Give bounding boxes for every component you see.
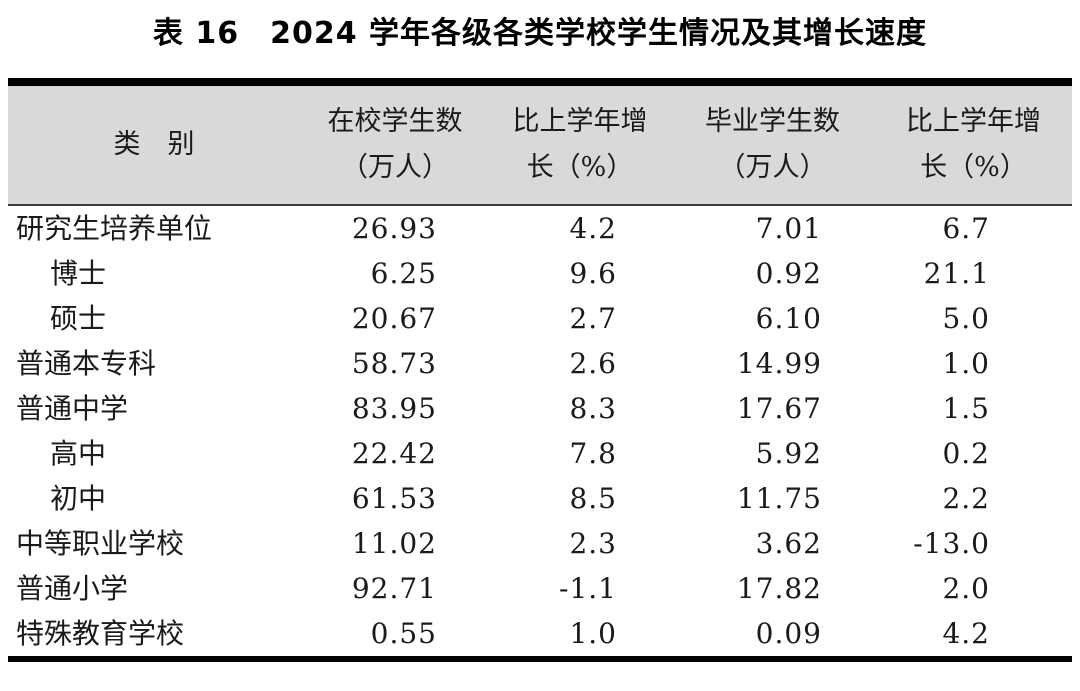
table-row: 普通小学 92.71 -1.1 17.82 2.0	[8, 566, 1072, 611]
col-header-graduated-line2: （万人）	[718, 152, 827, 183]
enrolled-cell: 22.42	[351, 437, 437, 470]
graduated-growth-cell: -13.0	[913, 527, 990, 560]
row-label-cell: 硕士	[50, 302, 107, 335]
enrolled-cell: 92.71	[351, 572, 437, 605]
table-row: 普通中学 83.95 8.3 17.67 1.5	[8, 386, 1072, 431]
enrolled-growth-cell: 7.8	[569, 437, 617, 470]
col-header-category-label: 类 别	[113, 129, 195, 160]
col-header-graduated: 毕业学生数 （万人）	[670, 82, 875, 206]
enrolled-cell: 61.53	[351, 482, 437, 515]
row-label-cell: 博士	[50, 257, 107, 290]
graduated-growth-cell: 6.7	[942, 212, 990, 245]
enrolled-growth-cell: 2.3	[569, 527, 617, 560]
row-label-cell: 初中	[50, 482, 107, 515]
table-row: 初中 61.53 8.5 11.75 2.2	[8, 476, 1072, 521]
graduated-cell: 14.99	[736, 347, 822, 380]
enrolled-cell: 83.95	[351, 392, 437, 425]
table-header: 类 别 在校学生数 （万人） 比上学年增 长（%） 毕业学生数 （万人） 比上学…	[8, 82, 1072, 206]
table-row: 特殊教育学校 0.55 1.0 0.09 4.2	[8, 611, 1072, 659]
table-title: 表 16 2024 学年各级各类学校学生情况及其增长速度	[152, 16, 928, 51]
enrolled-cell: 58.73	[351, 347, 437, 380]
graduated-growth-cell: 21.1	[923, 257, 990, 290]
graduated-cell: 7.01	[755, 212, 822, 245]
col-header-enrolled-growth-line2: 长（%）	[526, 152, 634, 183]
enrolled-cell: 20.67	[351, 302, 437, 335]
graduated-cell: 6.10	[755, 302, 822, 335]
graduated-cell: 11.75	[736, 482, 822, 515]
enrolled-growth-cell: 9.6	[569, 257, 617, 290]
graduated-growth-cell: 1.5	[942, 392, 990, 425]
graduated-growth-cell: 5.0	[942, 302, 990, 335]
table-row: 高中 22.42 7.8 5.92 0.2	[8, 431, 1072, 476]
graduated-cell: 17.67	[736, 392, 822, 425]
col-header-category: 类 别	[8, 82, 300, 206]
col-header-enrolled-growth-line1: 比上学年增	[512, 106, 648, 137]
enrolled-cell: 11.02	[351, 527, 437, 560]
enrolled-cell: 26.93	[351, 212, 437, 245]
col-header-graduated-growth-line2: 长（%）	[920, 152, 1027, 183]
enrolled-growth-cell: 4.2	[569, 212, 617, 245]
graduated-growth-cell: 4.2	[942, 617, 990, 650]
table-body: 研究生培养单位 26.93 4.2 7.01 6.7 博士 6.25 9.6 0…	[8, 205, 1072, 659]
enrolled-growth-cell: 2.6	[569, 347, 617, 380]
col-header-enrolled-line1: 在校学生数	[327, 106, 463, 137]
enrolled-growth-cell: 2.7	[569, 302, 617, 335]
graduated-growth-cell: 1.0	[942, 347, 990, 380]
row-label-cell: 普通小学	[16, 572, 129, 605]
graduated-growth-cell: 2.2	[942, 482, 990, 515]
row-label-cell: 特殊教育学校	[16, 617, 185, 650]
enrolled-growth-cell: 8.3	[569, 392, 617, 425]
row-label-cell: 普通中学	[16, 392, 129, 425]
col-header-enrolled: 在校学生数 （万人）	[300, 82, 490, 206]
graduated-cell: 0.09	[755, 617, 822, 650]
students-statistics-table: 类 别 在校学生数 （万人） 比上学年增 长（%） 毕业学生数 （万人） 比上学…	[8, 78, 1072, 662]
col-header-enrolled-line2: （万人）	[341, 152, 449, 183]
table-row: 硕士 20.67 2.7 6.10 5.0	[8, 296, 1072, 341]
enrolled-growth-cell: -1.1	[559, 572, 617, 605]
row-label-cell: 高中	[50, 437, 107, 470]
table-row: 普通本专科 58.73 2.6 14.99 1.0	[8, 341, 1072, 386]
col-header-enrolled-growth: 比上学年增 长（%）	[490, 82, 670, 206]
table-row: 博士 6.25 9.6 0.92 21.1	[8, 251, 1072, 296]
table-row: 研究生培养单位 26.93 4.2 7.01 6.7	[8, 205, 1072, 251]
graduated-cell: 3.62	[755, 527, 822, 560]
graduated-cell: 0.92	[755, 257, 822, 290]
row-label-cell: 研究生培养单位	[16, 212, 213, 245]
row-label-cell: 普通本专科	[16, 347, 157, 380]
enrolled-growth-cell: 8.5	[569, 482, 617, 515]
col-header-graduated-line1: 毕业学生数	[705, 106, 840, 137]
col-header-graduated-growth: 比上学年增 长（%）	[875, 82, 1072, 206]
row-label-cell: 中等职业学校	[16, 527, 185, 560]
graduated-growth-cell: 2.0	[942, 572, 990, 605]
graduated-growth-cell: 0.2	[942, 437, 990, 470]
table-row: 中等职业学校 11.02 2.3 3.62 -13.0	[8, 521, 1072, 566]
enrolled-cell: 6.25	[370, 257, 437, 290]
header-row: 类 别 在校学生数 （万人） 比上学年增 长（%） 毕业学生数 （万人） 比上学…	[8, 82, 1072, 206]
enrolled-cell: 0.55	[370, 617, 437, 650]
graduated-cell: 17.82	[736, 572, 822, 605]
enrolled-growth-cell: 1.0	[569, 617, 617, 650]
col-header-graduated-growth-line1: 比上学年增	[906, 106, 1041, 137]
graduated-cell: 5.92	[755, 437, 822, 470]
